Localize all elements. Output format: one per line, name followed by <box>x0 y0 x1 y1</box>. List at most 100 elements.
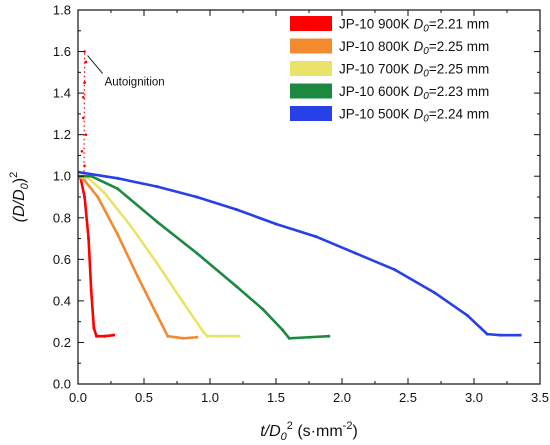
data-point <box>353 251 357 255</box>
data-point <box>274 222 278 226</box>
legend-d0-symbol: D <box>414 84 424 99</box>
y-tick-label: 0.8 <box>53 210 71 225</box>
data-point <box>201 330 205 334</box>
y-tick-label: 1.4 <box>53 86 71 101</box>
data-point <box>155 261 159 265</box>
data-point <box>432 291 436 295</box>
series-4 <box>78 170 522 337</box>
data-point <box>102 191 106 195</box>
x-tick-label: 3.5 <box>531 390 549 405</box>
x-title-units: (s·mm <box>293 423 343 440</box>
series-group <box>78 50 522 340</box>
data-point <box>135 274 139 278</box>
legend-d0-symbol: D <box>414 17 424 32</box>
legend-d0-subscript: 0 <box>423 46 429 57</box>
x-title-units-sup: -2 <box>343 420 353 432</box>
y-tick-label: 0.6 <box>53 252 71 267</box>
y-tick-label: 1.2 <box>53 127 71 142</box>
legend-label-3: JP-10 600K D0=2.23 mm <box>339 84 489 102</box>
data-point <box>205 334 209 338</box>
x-title-sup: 2 <box>287 420 293 432</box>
x-axis-title: t/D02 (s·mm-2) <box>260 420 358 443</box>
plot-area: Autoignition <box>78 50 522 340</box>
legend-series-name: JP-10 800K <box>339 39 410 54</box>
data-point <box>465 313 469 317</box>
autoignition-point <box>80 149 84 153</box>
legend-d0-value: =2.25 mm <box>429 62 489 77</box>
data-point <box>182 336 186 340</box>
legend-label-0: JP-10 900K D0=2.21 mm <box>339 17 489 35</box>
x-title-main: t/D <box>260 423 281 440</box>
legend-series-name: JP-10 500K <box>339 107 410 122</box>
data-point <box>307 335 311 339</box>
x-title-sub: 0 <box>281 431 288 443</box>
x-tick-label: 2.0 <box>333 390 351 405</box>
data-point <box>393 268 397 272</box>
y-title-sub: 0 <box>19 182 31 189</box>
data-point <box>116 232 120 236</box>
legend-swatch-3 <box>290 83 332 99</box>
x-tick-label: 0.0 <box>69 390 87 405</box>
x-tick-label: 2.5 <box>399 390 417 405</box>
x-tick-label: 3.0 <box>465 390 483 405</box>
y-tick-label: 0.0 <box>53 377 71 392</box>
data-point <box>155 313 159 317</box>
data-point <box>261 307 265 311</box>
legend-series-name: JP-10 900K <box>339 17 410 32</box>
legend-d0-symbol: D <box>414 39 424 54</box>
series-0 <box>78 50 116 338</box>
axes: 0.0 0.5 1.0 1.5 2.0 2.5 3.0 3.5 0.0 0.2 0.4 0.6 0.8 1… <box>53 3 549 406</box>
legend-d0-value: =2.23 mm <box>429 84 489 99</box>
series-1 <box>78 174 199 340</box>
y-tick-label: 0.4 <box>53 293 71 308</box>
y-title-open: (D/D <box>11 189 28 222</box>
y-title-sup: 2 <box>8 172 20 178</box>
autoignition-point <box>83 50 86 53</box>
y-tick-label: 1.8 <box>53 3 71 18</box>
autoignition-point <box>84 60 88 64</box>
legend-d0-symbol: D <box>414 62 424 77</box>
data-point <box>327 334 331 338</box>
legend-label-1: JP-10 800K D0=2.25 mm <box>339 39 489 57</box>
data-point <box>155 185 159 189</box>
legend-d0-symbol: D <box>414 107 424 122</box>
data-point <box>102 334 106 338</box>
data-point <box>92 326 96 330</box>
data-point <box>518 333 522 337</box>
legend-swatch-1 <box>290 38 332 54</box>
data-point <box>314 234 318 238</box>
data-point <box>182 301 186 305</box>
data-point <box>116 187 120 191</box>
autoignition-point <box>81 95 85 99</box>
legend-d0-subscript: 0 <box>423 69 429 80</box>
data-point <box>498 333 502 337</box>
data-point <box>195 251 199 255</box>
legend-swatch-2 <box>290 61 332 76</box>
series-3 <box>78 174 331 340</box>
data-point <box>83 178 87 182</box>
axis-titles: t/D02 (s·mm-2)(D/D0)2 <box>8 172 358 443</box>
data-point <box>87 237 91 241</box>
data-point <box>116 176 120 180</box>
data-point <box>221 334 225 338</box>
series-line-3 <box>78 174 331 340</box>
data-point <box>96 195 100 199</box>
legend-series-name: JP-10 600K <box>339 84 410 99</box>
data-point <box>195 335 199 339</box>
data-point <box>195 195 199 199</box>
data-point <box>83 195 87 199</box>
data-point <box>166 334 170 338</box>
x-title-units-end: ) <box>352 423 357 440</box>
y-axis-title: (D/D0)2 <box>8 172 31 222</box>
annotation-leader <box>87 55 103 74</box>
legend-label-4: JP-10 500K D0=2.24 mm <box>339 107 489 125</box>
x-tick-label: 1.5 <box>267 390 285 405</box>
legend-swatch-0 <box>290 16 332 31</box>
series-line-0 <box>78 174 115 338</box>
series-line-2 <box>78 174 241 338</box>
data-point <box>234 207 238 211</box>
data-point <box>129 224 133 228</box>
y-tick-label: 1.6 <box>53 44 71 59</box>
